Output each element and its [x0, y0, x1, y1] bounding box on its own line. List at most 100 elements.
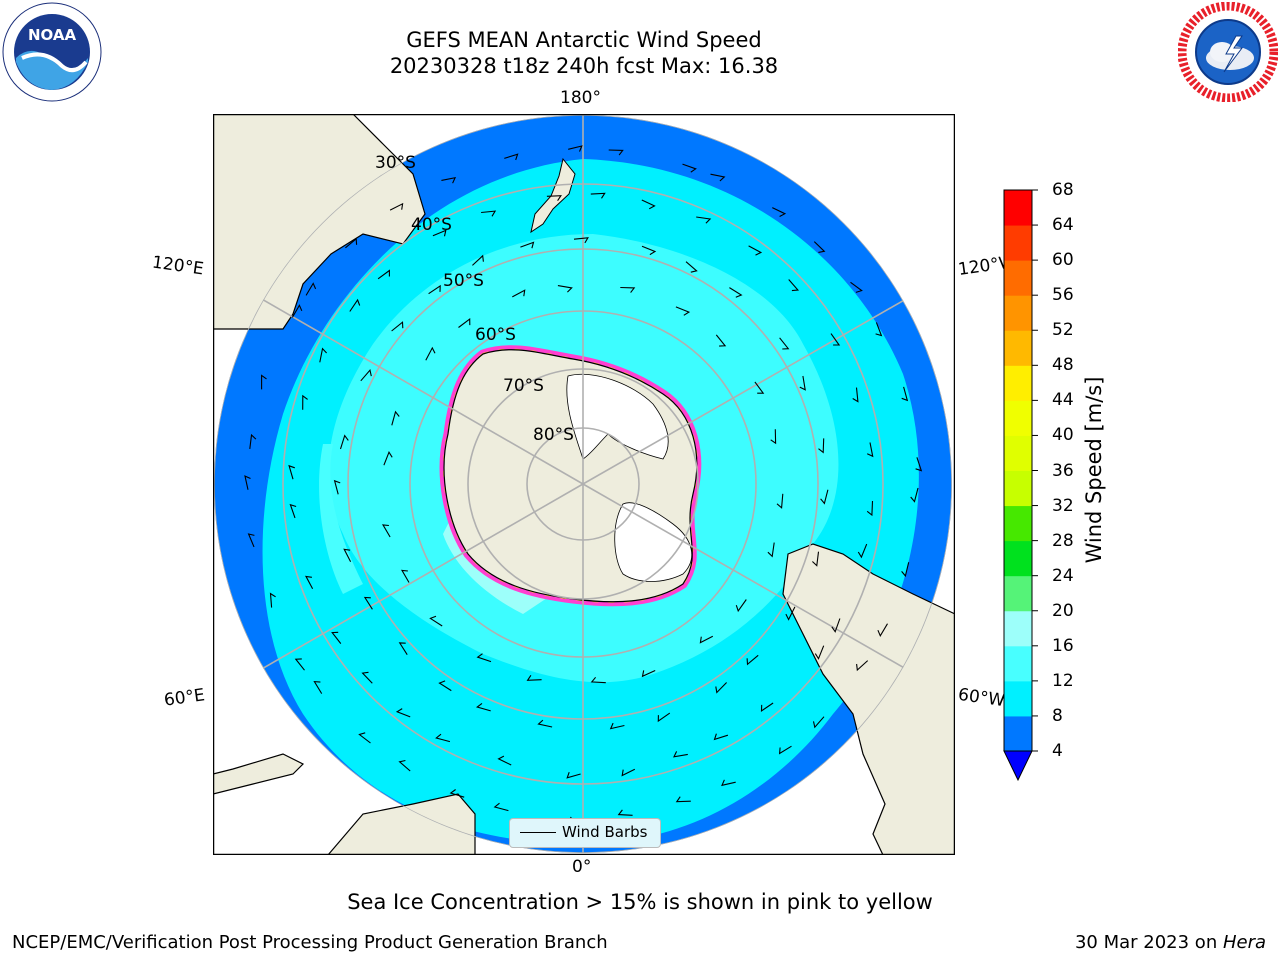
- wind-barb: [400, 569, 410, 583]
- wind-barb: [363, 596, 373, 610]
- wind-barb: [776, 493, 784, 509]
- colorbar-bin-8-12: [1004, 680, 1032, 717]
- colorbar-bin-24-28: [1004, 540, 1032, 577]
- madagascar-land: [213, 753, 305, 795]
- wind-barb: [512, 289, 526, 298]
- wind-barb: [770, 429, 777, 445]
- wind-barb: [850, 281, 863, 293]
- wind-barb: [785, 606, 796, 621]
- wind-barb: [302, 394, 308, 410]
- ross-ice-shelf: [566, 373, 669, 460]
- wind-barb: [735, 599, 747, 613]
- wind-barb: [715, 334, 727, 347]
- wind-barb: [291, 304, 303, 318]
- colorbar-tick-label: 48: [1052, 355, 1074, 376]
- wind-barb: [831, 618, 841, 633]
- colorbar-tick-label: 16: [1052, 635, 1074, 656]
- sea-ice-caption: Sea Ice Concentration > 15% is shown in …: [347, 890, 933, 914]
- wind-barb: [812, 551, 820, 567]
- wind-barb: [476, 653, 492, 663]
- colorbar-bin-40-44: [1004, 400, 1032, 436]
- wind-barb: [429, 615, 443, 627]
- colorbar-bin-64-68: [1004, 190, 1032, 226]
- wind-barb: [339, 434, 349, 450]
- wind-barb: [566, 772, 581, 779]
- wind-barb: [710, 173, 726, 182]
- wind-barb: [395, 708, 411, 718]
- wind-barb: [349, 298, 361, 312]
- wind-barb: [391, 321, 404, 332]
- colorbar-tick-label: 12: [1052, 670, 1074, 691]
- map-border: [213, 114, 955, 855]
- wind-barb: [504, 153, 519, 161]
- colorbar-label: Wind Speed [m/s]: [1082, 376, 1106, 564]
- colorbar-bin-48-52: [1004, 330, 1032, 366]
- polar-map: 30°S 40°S 50°S 60°S 70°S 80°S: [213, 114, 955, 855]
- footer-credit: NCEP/EMC/Verification Post Processing Pr…: [12, 932, 608, 953]
- wind-barb: [377, 269, 390, 280]
- wind-barb: [685, 261, 698, 273]
- wind-barb: [675, 306, 691, 316]
- wind-barb: [814, 645, 825, 660]
- wind-barb: [729, 287, 743, 298]
- lat-label-30s: 30°S: [375, 153, 416, 173]
- wind-barb: [856, 660, 869, 672]
- colorbar-tick-label: 68: [1052, 180, 1074, 200]
- wind-barb: [682, 163, 697, 173]
- wind-barb: [345, 237, 358, 249]
- wind-barb: [901, 562, 910, 578]
- lon-label-180: 180°: [560, 88, 601, 108]
- lon-label-120e: 120°E: [150, 252, 205, 280]
- wind-barb: [428, 284, 441, 295]
- wind-barb: [857, 543, 868, 559]
- legend-line-swatch: [520, 832, 556, 833]
- wind-barb: [288, 464, 295, 480]
- wind-barb: [910, 487, 919, 503]
- wind-barbs: [244, 145, 923, 824]
- wind-barb: [715, 682, 727, 694]
- wind-barb: [875, 322, 883, 337]
- wind-barb: [748, 245, 763, 256]
- legend-label: Wind Barbs: [562, 823, 648, 841]
- wind-barb: [901, 386, 909, 402]
- wind-barb: [788, 279, 800, 292]
- wind-barb: [779, 337, 790, 350]
- wind-barb: [818, 438, 825, 454]
- colorbar-bin-44-48: [1004, 365, 1032, 401]
- wind-barb: [866, 442, 874, 458]
- colorbar-bin-56-60: [1004, 260, 1032, 296]
- wind-barb: [458, 318, 471, 328]
- wind-barb: [721, 779, 736, 787]
- lat-label-60s: 60°S: [475, 325, 516, 345]
- wind-barb: [657, 712, 671, 723]
- wind-barb: [333, 479, 341, 495]
- colorbar-bin-32-36: [1004, 470, 1032, 507]
- wind-barb: [441, 176, 457, 184]
- wind-barb: [398, 759, 411, 772]
- wind-barb: [673, 751, 688, 758]
- wind-barb: [590, 192, 606, 199]
- colorbar-tick-label: 44: [1052, 390, 1074, 411]
- wind-barb: [425, 346, 436, 361]
- wind-barb: [767, 542, 775, 558]
- colorbar-tick-label: 40: [1052, 425, 1074, 446]
- wind-barb: [343, 548, 352, 562]
- wind-barb: [754, 381, 765, 394]
- colorbar-under-arrow: [1003, 750, 1033, 782]
- wind-barb: [304, 575, 314, 590]
- wind-barb: [877, 623, 888, 638]
- wind-barb: [772, 207, 787, 217]
- wind-barb: [305, 282, 317, 296]
- wind-barb: [331, 631, 342, 644]
- colorbar-tick-label: 52: [1052, 320, 1074, 341]
- lat-label-80s: 80°S: [533, 425, 574, 445]
- wind-barb: [675, 796, 691, 803]
- wind-barb: [435, 733, 451, 743]
- wind-barb: [389, 202, 404, 211]
- colorbar-bin-28-32: [1004, 505, 1032, 542]
- lat-label-40s: 40°S: [411, 215, 452, 235]
- colorbar-bin-16-20: [1004, 610, 1032, 647]
- wind-barb: [313, 680, 323, 694]
- wind-barb: [472, 254, 484, 266]
- wind-barb: [609, 722, 625, 730]
